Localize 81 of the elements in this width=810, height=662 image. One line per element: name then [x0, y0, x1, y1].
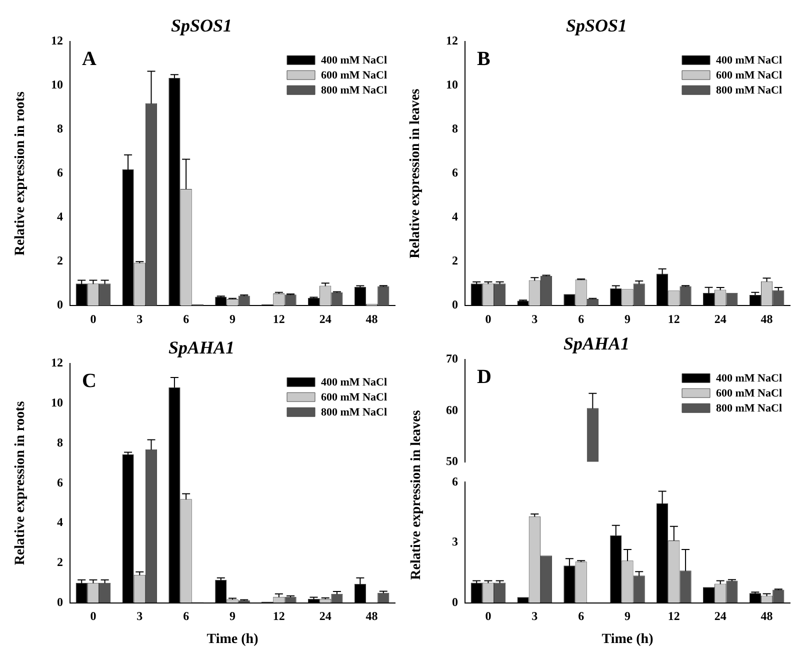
annotation: B [477, 48, 490, 70]
x-tick-label: 9 [624, 312, 630, 326]
chart-title: SpAHA1 [563, 333, 630, 354]
y-tick-label: 6 [452, 474, 458, 488]
x-tick-label: 6 [183, 609, 190, 624]
legend-label: 800 mM NaCl [716, 402, 782, 414]
y-tick-label: 0 [452, 298, 458, 312]
y-axis-title: Relative expression in roots [13, 400, 28, 566]
legend-label: 800 mM NaCl [321, 84, 388, 96]
y-tick-label: 4 [452, 210, 458, 224]
annotation: D [477, 366, 492, 388]
x-axis-title: Time (h) [602, 632, 654, 648]
chart-title: SpSOS1 [566, 15, 628, 36]
y-tick-label: 3 [452, 534, 458, 549]
x-tick-label: 3 [136, 312, 143, 326]
legend-label: 400 mM NaCl [321, 54, 388, 66]
y-tick-label: 4 [57, 515, 63, 530]
x-tick-label: 0 [90, 312, 96, 326]
x-tick-label: 12 [272, 312, 285, 326]
y-tick-label: 12 [51, 356, 63, 370]
legend-label: 800 mM NaCl [716, 84, 782, 96]
x-tick-label: 24 [714, 312, 726, 326]
chart-title: SpAHA1 [168, 337, 235, 358]
y-axis-title: Relative expression in leaves [409, 410, 425, 580]
x-tick-label: 48 [366, 609, 378, 624]
x-tick-label: 0 [485, 609, 492, 624]
y-tick-label: 50 [446, 454, 458, 468]
legend-label: 400 mM NaCl [716, 372, 782, 384]
x-tick-label: 9 [624, 609, 630, 624]
y-tick-label: 2 [57, 555, 63, 570]
y-tick-label: 12 [446, 34, 458, 48]
y-tick-label: 10 [51, 396, 63, 410]
legend-label: 600 mM NaCl [716, 387, 782, 400]
y-tick-label: 60 [446, 402, 458, 417]
y-axis-title: Relative expression in roots [13, 91, 28, 256]
x-tick-label: 0 [90, 609, 96, 624]
x-tick-label: 6 [183, 312, 190, 326]
y-tick-label: 8 [452, 122, 458, 136]
x-tick-label: 9 [230, 312, 236, 326]
y-tick-label: 8 [57, 435, 63, 450]
x-tick-label: 6 [578, 312, 584, 326]
y-tick-label: 12 [51, 34, 63, 48]
x-tick-label: 0 [485, 312, 492, 326]
legend-label: 400 mM NaCl [321, 376, 388, 388]
y-axis-title: Relative expression in leaves [408, 88, 424, 258]
y-tick-label: 6 [452, 166, 458, 180]
x-axis-title: Time (h) [206, 632, 259, 648]
x-tick-label: 24 [319, 609, 332, 624]
x-tick-label: 12 [272, 609, 285, 624]
x-tick-label: 48 [366, 312, 378, 326]
y-tick-label: 70 [446, 352, 458, 366]
y-tick-label: 0 [57, 298, 63, 312]
legend-label: 800 mM NaCl [321, 406, 388, 418]
legend-label: 600 mM NaCl [716, 69, 782, 82]
y-tick-label: 2 [57, 254, 63, 268]
y-tick-label: 6 [57, 475, 63, 490]
legend-label: 400 mM NaCl [716, 54, 782, 66]
x-tick-label: 24 [319, 312, 332, 326]
legend-label: 600 mM NaCl [321, 391, 388, 404]
x-tick-label: 48 [760, 609, 773, 624]
x-tick-label: 12 [668, 312, 680, 326]
annotation: A [82, 48, 97, 70]
y-tick-label: 2 [452, 254, 458, 268]
x-tick-label: 48 [760, 312, 773, 326]
x-tick-label: 9 [230, 609, 236, 624]
chart-title: SpSOS1 [170, 15, 232, 36]
x-tick-label: 3 [532, 312, 538, 326]
y-tick-label: 10 [446, 78, 458, 92]
y-tick-label: 4 [57, 210, 63, 224]
y-tick-label: 0 [57, 594, 63, 609]
x-tick-label: 3 [136, 609, 143, 624]
y-tick-label: 10 [51, 78, 63, 92]
y-tick-label: 8 [57, 122, 63, 136]
y-tick-label: 6 [57, 166, 63, 180]
x-tick-label: 12 [668, 609, 680, 624]
y-tick-label: 0 [452, 594, 458, 609]
annotation: C [82, 370, 96, 392]
x-tick-label: 3 [532, 609, 538, 624]
x-tick-label: 24 [714, 609, 726, 624]
x-tick-label: 6 [578, 609, 584, 624]
legend-label: 600 mM NaCl [321, 69, 388, 82]
